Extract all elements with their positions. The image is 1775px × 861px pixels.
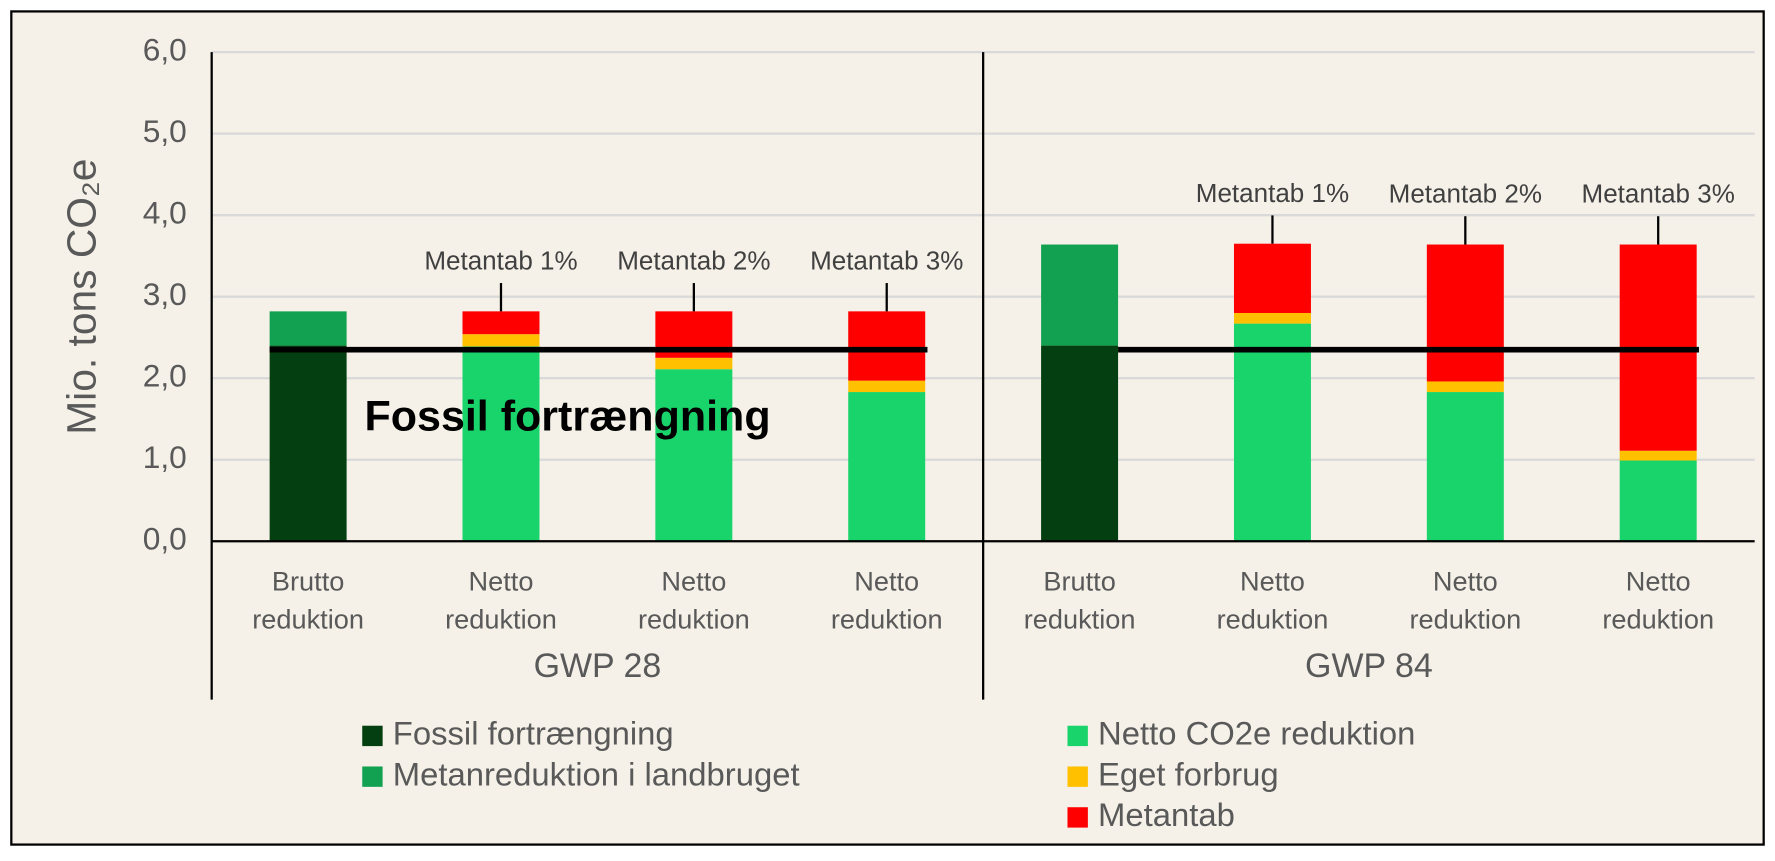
bar-segment [462, 346, 540, 542]
bar-segment [1233, 323, 1311, 542]
legend-label: Netto CO2e reduktion [1098, 715, 1415, 752]
bar-segment [1041, 244, 1119, 346]
group-label: GWP 84 [1305, 647, 1433, 685]
x-tick-label: reduktion [252, 604, 364, 635]
x-tick-label: reduktion [831, 604, 943, 635]
legend-swatch [1067, 807, 1088, 828]
x-tick-label: reduktion [638, 604, 750, 635]
x-tick-label: reduktion [445, 604, 557, 635]
y-tick-label: 1,0 [143, 439, 187, 475]
legend-swatch [362, 766, 383, 787]
x-tick-label: reduktion [1217, 604, 1329, 635]
y-tick-label: 6,0 [143, 32, 187, 68]
bar-annotation: Metantab 2% [617, 246, 770, 276]
legend-swatch [362, 725, 383, 747]
reference-label: Fossil fortrængning [365, 392, 771, 440]
x-tick-label: Netto [854, 565, 919, 596]
bar-annotation: Metantab 1% [1196, 178, 1349, 208]
x-tick-label: reduktion [1024, 604, 1136, 635]
bar-segment [655, 369, 733, 542]
bar-annotation: Metantab 3% [810, 246, 963, 276]
bar-segment [1426, 392, 1504, 542]
bar-segment [655, 357, 733, 370]
bar-segment [848, 380, 926, 393]
x-tick-label: Netto [1240, 565, 1305, 596]
bar-segment [1426, 381, 1504, 393]
legend-swatch [1067, 766, 1088, 787]
bar-segment [1233, 243, 1311, 313]
y-tick-label: 3,0 [143, 276, 187, 312]
bar-segment [462, 334, 540, 347]
x-tick-label: Brutto [272, 565, 344, 596]
legend-label: Fossil fortrængning [393, 715, 674, 752]
bar-segment [848, 392, 926, 542]
legend-label: Metantab [1098, 796, 1235, 833]
y-tick-label: 0,0 [143, 521, 187, 557]
bar-segment [1619, 450, 1697, 461]
legend-label: Metanreduktion i landbruget [393, 755, 800, 792]
bar-annotation: Metantab 1% [424, 246, 577, 276]
y-tick-label: 2,0 [143, 358, 187, 394]
legend-swatch [1067, 725, 1088, 747]
legend-label: Eget forbrug [1098, 755, 1279, 792]
bar-segment [1619, 460, 1697, 542]
bar-segment [848, 311, 926, 381]
bar-segment [1426, 244, 1504, 382]
bar-segment [1233, 312, 1311, 324]
x-tick-label: Brutto [1043, 565, 1115, 596]
x-tick-label: Netto [1433, 565, 1498, 596]
bar-segment [269, 345, 347, 542]
x-tick-label: Netto [661, 565, 726, 596]
bar-segment [269, 311, 347, 346]
x-tick-label: Netto [1626, 565, 1691, 596]
x-tick-label: reduktion [1602, 604, 1714, 635]
x-tick-label: reduktion [1409, 604, 1521, 635]
x-tick-label: Netto [469, 565, 534, 596]
y-tick-label: 4,0 [143, 195, 187, 231]
bar-segment [1041, 345, 1119, 542]
bar-segment [462, 311, 540, 335]
y-tick-label: 5,0 [143, 113, 187, 149]
group-label: GWP 28 [534, 647, 662, 685]
y-axis-label: Mio. tons CO₂e [59, 159, 105, 435]
bar-annotation: Metantab 2% [1389, 179, 1542, 209]
bar-annotation: Metantab 3% [1582, 179, 1735, 209]
